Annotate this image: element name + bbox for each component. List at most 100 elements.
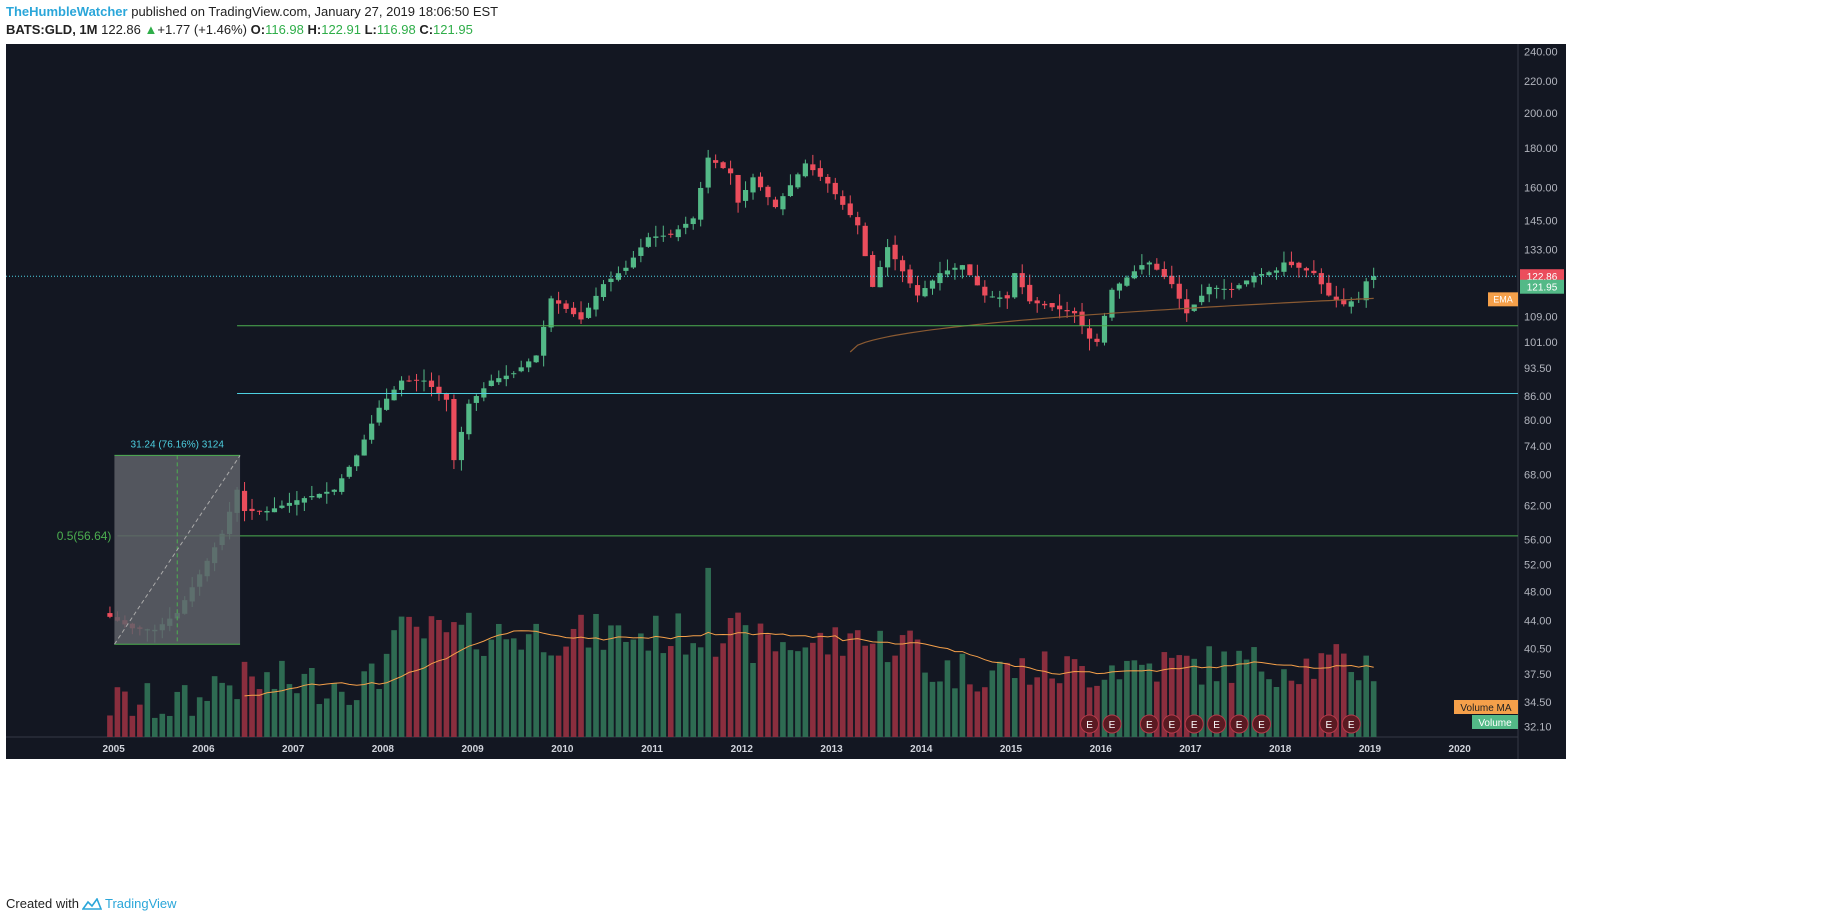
candle-body — [1064, 310, 1070, 312]
y-tick-label: 240.00 — [1524, 47, 1558, 59]
y-tick-label: 220.00 — [1524, 76, 1558, 88]
candle-body — [1071, 310, 1078, 314]
volume-bar — [234, 699, 240, 737]
candle-body — [944, 270, 951, 275]
candle-body — [593, 295, 599, 310]
tradingview-brand[interactable]: TradingView — [104, 896, 177, 911]
change-up-icon: ▲ — [144, 22, 158, 37]
candle-body — [1079, 311, 1085, 326]
measure-label: 31.24 (76.16%) 3124 — [131, 439, 225, 450]
volume-bar — [660, 653, 667, 737]
candle-body — [1303, 268, 1309, 271]
volume-bar — [1183, 655, 1190, 737]
candle-body — [443, 393, 450, 400]
volume-bar — [279, 660, 285, 737]
volume-bar — [166, 715, 173, 737]
earnings-icon — [1162, 714, 1182, 734]
earnings-label: E — [1086, 720, 1093, 731]
volume-bar — [944, 660, 951, 737]
volume-bar — [1340, 653, 1347, 737]
volume-bar — [1228, 682, 1235, 737]
volume-bar — [1131, 660, 1138, 737]
volume-bar — [720, 643, 726, 737]
candle-body — [346, 466, 352, 477]
candle-body — [698, 187, 704, 220]
volume-bar — [555, 655, 562, 737]
volume-bar — [892, 655, 898, 737]
volume-bar — [899, 635, 906, 737]
candle-body — [1363, 281, 1369, 301]
earnings-icon — [1319, 714, 1339, 734]
volume-bar — [765, 634, 771, 737]
earnings-icon — [1341, 714, 1361, 734]
candle-body — [645, 237, 651, 247]
volume-bar — [226, 685, 233, 737]
candle-body — [1341, 298, 1347, 305]
volume-bar — [525, 634, 532, 737]
volume-bar — [772, 651, 779, 737]
volume-bar — [1026, 684, 1033, 737]
volume-bar — [159, 713, 166, 737]
candle-body — [907, 269, 913, 284]
volume-bar — [877, 630, 883, 737]
x-tick-label: 2011 — [641, 744, 663, 755]
volume-bar — [1348, 672, 1355, 737]
volume-bar — [323, 698, 330, 737]
volume-bar — [974, 691, 981, 737]
volume-bar — [1034, 677, 1040, 737]
y-tick-label: 145.00 — [1524, 216, 1558, 228]
volume-bar — [211, 676, 218, 737]
volume-bar — [256, 689, 263, 737]
candle-body — [526, 361, 532, 368]
earnings-icon — [1207, 714, 1227, 734]
x-tick-label: 2009 — [461, 744, 484, 755]
candle-body — [570, 307, 577, 315]
candle-body — [735, 174, 741, 203]
candle-body — [473, 396, 479, 403]
price-chart[interactable]: 240.00 220.00 200.00 180.00 160.00 145.00 133.… — [6, 44, 1766, 884]
created-with-text: Created with — [6, 896, 79, 911]
x-tick-label: 2015 — [1000, 744, 1023, 755]
symbol-label[interactable]: BATS:GLD, 1M — [6, 22, 98, 37]
y-tick-label: 32.10 — [1524, 721, 1552, 733]
y-tick-label: 44.00 — [1524, 616, 1552, 628]
volume-bar — [914, 639, 921, 737]
volume-tag — [1472, 715, 1518, 729]
volume-bar — [413, 626, 420, 737]
volume-bar — [727, 617, 734, 737]
candle-body — [413, 379, 420, 381]
y-tick-label: 133.00 — [1524, 245, 1558, 257]
volume-bar — [376, 688, 382, 737]
volume-ma-tag — [1454, 700, 1518, 714]
candle-body — [937, 273, 943, 284]
volume-bar — [690, 643, 697, 737]
volume-bar — [667, 646, 674, 737]
candle-body — [1214, 287, 1220, 289]
author-link[interactable]: TheHumbleWatcher — [6, 4, 128, 19]
x-tick-label: 2013 — [820, 744, 843, 755]
candle-body — [256, 510, 263, 512]
volume-bar — [503, 639, 510, 737]
x-tick-label: 2006 — [192, 744, 215, 755]
candle-body — [556, 300, 562, 304]
candle-body — [1004, 295, 1010, 299]
ema-line — [849, 297, 1374, 353]
candle-body — [331, 489, 337, 492]
volume-bar — [294, 693, 300, 737]
volume-bar — [1071, 659, 1078, 737]
candle-body — [608, 278, 614, 283]
candle-body — [630, 257, 636, 268]
volume-bar — [989, 670, 996, 737]
volume-bar — [742, 625, 749, 737]
candle-body — [892, 244, 898, 260]
y-tick-label: 68.00 — [1524, 470, 1552, 482]
earnings-icon — [1229, 714, 1249, 734]
volume-bar — [570, 628, 577, 737]
volume-bar — [1041, 651, 1048, 737]
earnings-icon — [1139, 714, 1159, 734]
high-value: 122.91 — [321, 22, 361, 37]
earnings-label: E — [1236, 720, 1243, 731]
candle-body — [324, 491, 330, 494]
candle-body — [369, 423, 375, 440]
volume-bar — [862, 645, 868, 737]
